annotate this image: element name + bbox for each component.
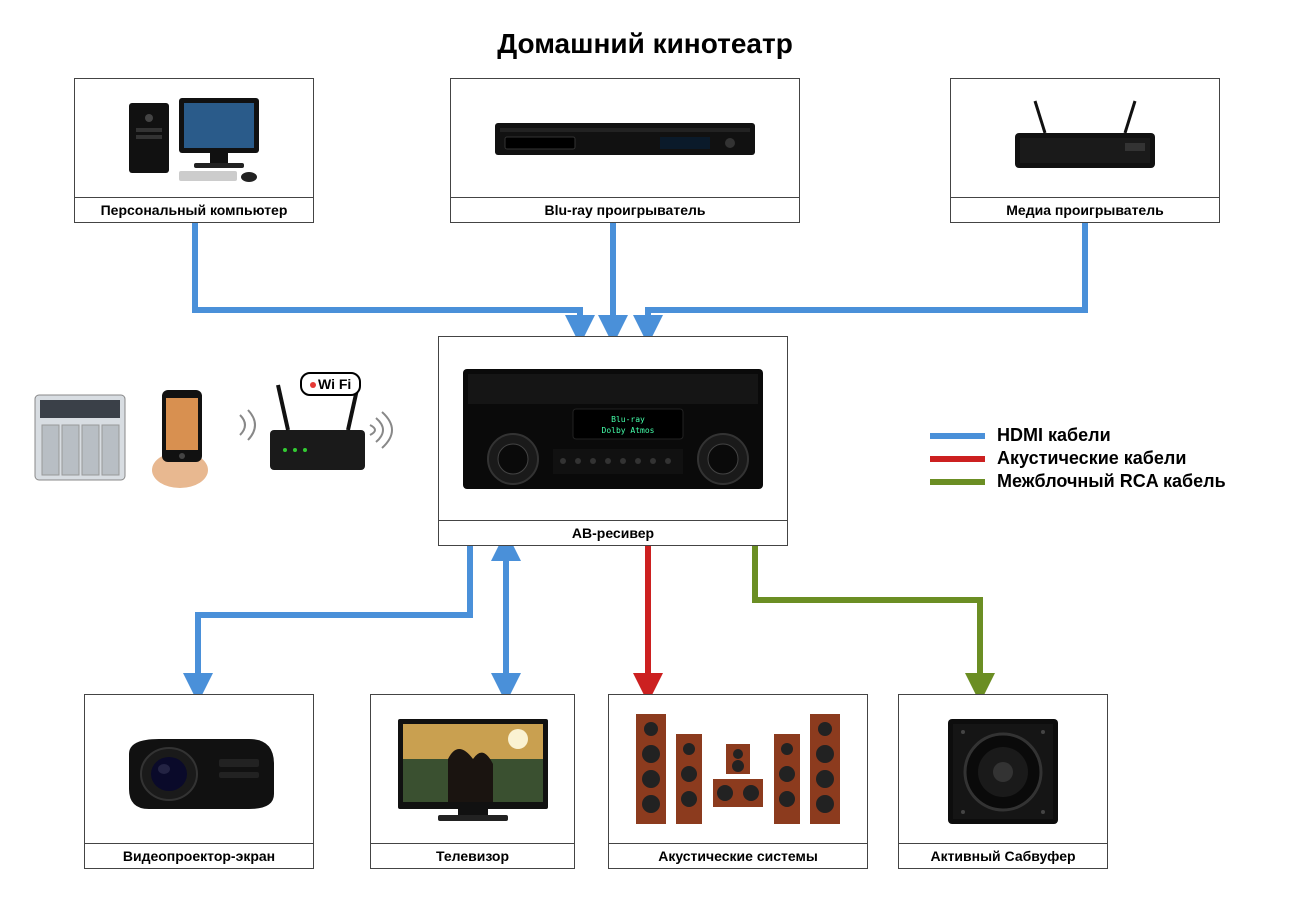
node-receiver: Blu-ray Dolby Atmos АВ-ресивер [438, 336, 788, 546]
subwoofer-label: Активный Сабвуфер [899, 844, 1107, 868]
legend-item-acoustic: Акустические кабели [930, 448, 1226, 469]
legend-label-rca: Межблочный RCA кабель [997, 471, 1226, 492]
node-subwoofer: Активный Сабвуфер [898, 694, 1108, 869]
pc-label: Персональный компьютер [75, 198, 313, 222]
node-bluray: Blu-ray проигрыватель [450, 78, 800, 223]
node-projector: Видеопроектор-экран [84, 694, 314, 869]
node-pc: Персональный компьютер [74, 78, 314, 223]
bluray-icon [451, 79, 799, 198]
node-speakers: Акустические системы [608, 694, 868, 869]
projector-label: Видеопроектор-экран [85, 844, 313, 868]
legend-item-rca: Межблочный RCA кабель [930, 471, 1226, 492]
wifi-badge: Wi Fi [300, 372, 361, 396]
node-media: Медиа проигрыватель [950, 78, 1220, 223]
subwoofer-icon [899, 695, 1107, 844]
wifi-cluster: Wi Fi [30, 370, 395, 505]
pc-icon [75, 79, 313, 198]
svg-text:Dolby Atmos: Dolby Atmos [602, 426, 655, 435]
legend-label-hdmi: HDMI кабели [997, 425, 1111, 446]
tv-icon [371, 695, 574, 844]
media-label: Медиа проигрыватель [951, 198, 1219, 222]
legend: HDMI кабели Акустические кабели Межблочн… [930, 425, 1226, 494]
speakers-label: Акустические системы [609, 844, 867, 868]
receiver-label: АВ-ресивер [439, 521, 787, 545]
svg-text:Blu-ray: Blu-ray [611, 415, 645, 424]
speakers-icon [609, 695, 867, 844]
legend-label-acoustic: Акустические кабели [997, 448, 1186, 469]
diagram-title: Домашний кинотеатр [0, 28, 1290, 60]
media-icon [951, 79, 1219, 198]
receiver-icon: Blu-ray Dolby Atmos [439, 337, 787, 521]
legend-swatch-hdmi [930, 433, 985, 439]
node-tv: Телевизор [370, 694, 575, 869]
legend-swatch-acoustic [930, 456, 985, 462]
legend-swatch-rca [930, 479, 985, 485]
tv-label: Телевизор [371, 844, 574, 868]
legend-item-hdmi: HDMI кабели [930, 425, 1226, 446]
bluray-label: Blu-ray проигрыватель [451, 198, 799, 222]
projector-icon [85, 695, 313, 844]
